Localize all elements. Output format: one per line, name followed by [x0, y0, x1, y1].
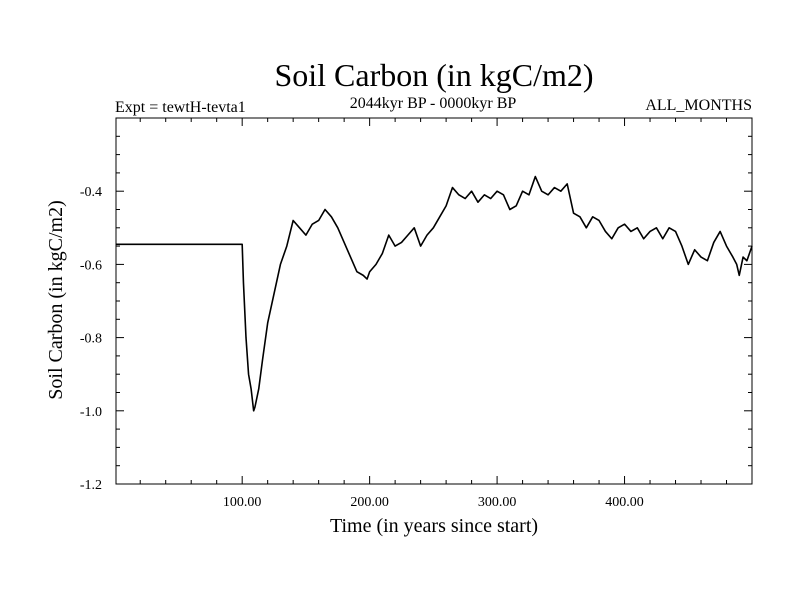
x-axis-label: Time (in years since start) — [330, 515, 538, 537]
plot-frame — [115, 117, 753, 485]
series-layer — [116, 175, 753, 412]
chart-title: Soil Carbon (in kgC/m2) — [274, 57, 593, 93]
x-tick-label: 200.00 — [350, 495, 389, 510]
minor-ticks — [116, 118, 752, 484]
y-tick-label: -0.4 — [80, 185, 102, 200]
x-tick-label: 300.00 — [478, 495, 517, 510]
x-tick-label: 100.00 — [223, 495, 262, 510]
chart-subtitle-experiment: Expt = tewtH-tevta1 — [115, 99, 246, 116]
x-axis-ticks: 100.00 200.00 300.00 400.00 — [223, 118, 644, 510]
chart-subtitle-period: 2044kyr BP - 0000kyr BP — [350, 95, 517, 112]
chart-subtitle-months: ALL_MONTHS — [645, 97, 752, 114]
y-axis-label: Soil Carbon (in kgC/m2) — [45, 200, 67, 399]
x-tick-label: 400.00 — [605, 495, 644, 510]
y-tick-label: -0.6 — [80, 258, 102, 273]
y-tick-label: -1.0 — [80, 405, 102, 420]
y-tick-label: -1.2 — [80, 478, 102, 493]
y-axis-ticks: -1.2 -1.0 -0.8 -0.6 -0.4 — [80, 185, 752, 493]
series-line-soil-carbon — [116, 175, 753, 412]
y-tick-label: -0.8 — [80, 332, 102, 347]
